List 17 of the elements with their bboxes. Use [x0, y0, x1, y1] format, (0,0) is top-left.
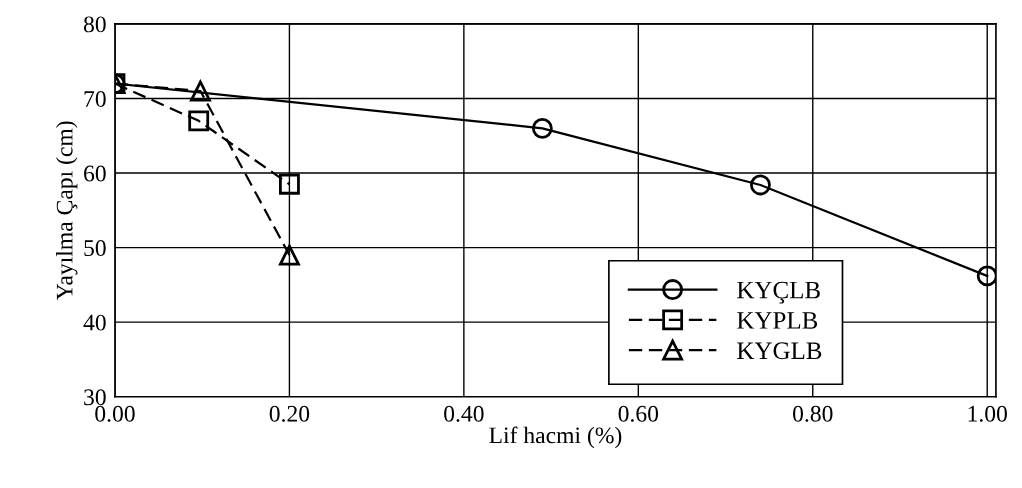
- y-tick-label: 80: [83, 16, 106, 33]
- y-tick-label: 30: [84, 389, 106, 406]
- x-tick-label: 0.00: [95, 405, 135, 422]
- y-tick-label: 40: [83, 314, 106, 331]
- x-tick-label: 0.60: [618, 405, 659, 422]
- x-tick-label: 0.80: [793, 405, 833, 422]
- y-axis-title: Yayılma Çapı (cm): [56, 121, 78, 301]
- y-tick-label: 50: [84, 240, 106, 257]
- x-tick-label: 0.40: [444, 405, 484, 422]
- x-tick-label: 0.20: [269, 405, 310, 422]
- legend-label: KYPLB: [737, 312, 818, 329]
- y-tick-label: 70: [84, 90, 106, 107]
- legend-label: KYGLB: [737, 342, 822, 360]
- y-tick-label: 60: [84, 165, 106, 182]
- x-tick-label: 1.00: [968, 405, 1007, 422]
- x-axis-title: Lif hacmi (%): [489, 426, 622, 449]
- legend-label: KYÇLB: [737, 281, 820, 304]
